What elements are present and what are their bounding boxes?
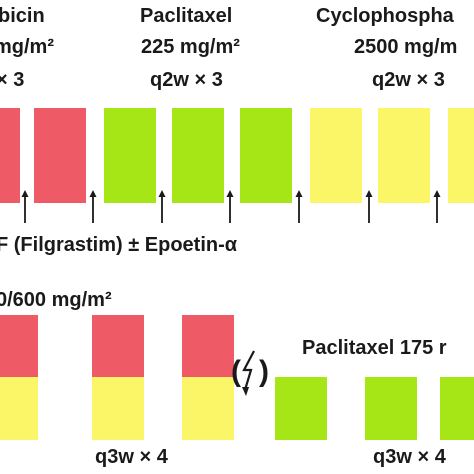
arm1-drug3-dose: 2500 mg/m	[354, 36, 458, 58]
up-arrow-icon	[364, 190, 374, 224]
up-arrow-icon	[157, 190, 167, 224]
arm1-cyclophosphamide-block-2	[378, 108, 430, 203]
lightning-icon: ( )	[230, 343, 270, 401]
arm2-cyclophosphamide-block-3	[182, 377, 234, 440]
arm1-drug3-name: Cyclophospha	[316, 5, 454, 27]
arm1-drug1-name: bicin	[0, 5, 45, 27]
arm1-cyclophosphamide-block-1	[310, 108, 362, 203]
up-arrow-icon	[432, 190, 442, 224]
arm1-drug2-dose: 225 mg/m²	[141, 36, 240, 58]
arm1-drug2-name: Paclitaxel	[140, 5, 233, 27]
arm2-epirubicin-block-1	[0, 315, 38, 377]
arm1-drug1-dose: mg/m²	[0, 36, 54, 58]
arm1-epirubicin-block-2	[34, 108, 86, 203]
arm2-cyclophosphamide-block-1	[0, 377, 38, 440]
svg-text:(: (	[231, 355, 241, 388]
arm2-paclitaxel-block-3	[440, 377, 474, 440]
arm2-epirubicin-block-3	[182, 315, 234, 377]
arm1-drug2-schedule: q2w × 3	[150, 69, 223, 91]
arm2-schedule-right: q3w × 4	[373, 446, 446, 468]
up-arrow-icon	[225, 190, 235, 224]
arm2-paclitaxel-label: Paclitaxel 175 r	[302, 337, 447, 359]
arm1-paclitaxel-block-2	[172, 108, 224, 203]
arm1-cyclophosphamide-block-3	[448, 108, 474, 203]
up-arrow-icon	[88, 190, 98, 224]
arm2-cyclophosphamide-block-2	[92, 377, 144, 440]
up-arrow-icon	[20, 190, 30, 224]
svg-text:): )	[259, 355, 269, 388]
arm1-paclitaxel-block-3	[240, 108, 292, 203]
arm2-epirubicin-block-2	[92, 315, 144, 377]
arm2-paclitaxel-block-2	[365, 377, 417, 440]
arm2-combo-dose: 0/600 mg/m²	[0, 289, 112, 311]
arm1-support-therapy: F (Filgrastim) ± Epoetin-α	[0, 234, 238, 256]
up-arrow-icon	[294, 190, 304, 224]
arm1-paclitaxel-block-1	[104, 108, 156, 203]
arm2-paclitaxel-block-1	[275, 377, 327, 440]
arm1-drug1-schedule: × 3	[0, 69, 25, 91]
arm1-drug3-schedule: q2w × 3	[372, 69, 445, 91]
arm1-epirubicin-block-1	[0, 108, 20, 203]
arm2-schedule-left: q3w × 4	[95, 446, 168, 468]
